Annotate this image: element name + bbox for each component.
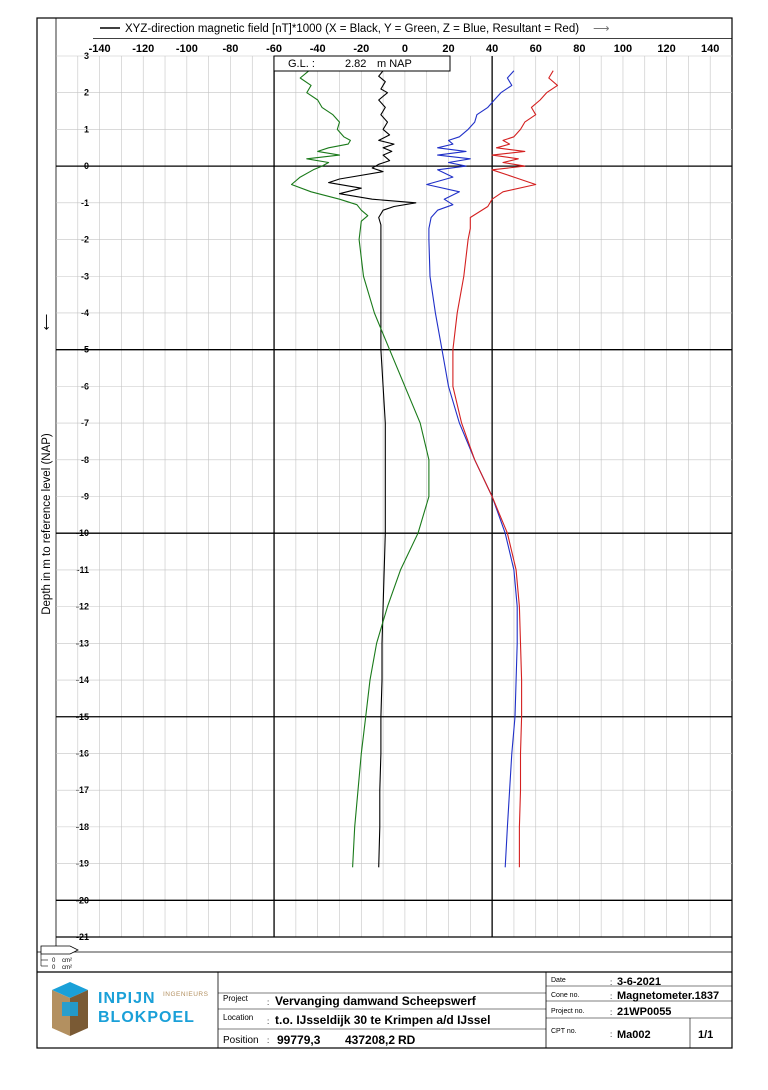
friction-value-1: 0 [52,958,56,964]
series-line-resultant [452,70,559,868]
x-tick-labels: -140 -120 -100 -80 -60 -40 -20 0 20 40 60 80 100 120 1… [89,43,720,55]
project-no-colon: : [610,1008,612,1017]
chart-series [290,70,559,868]
ground-level-label: G.L. : [288,58,315,70]
y-axis-label: Depth in m to reference level (NAP) [41,433,53,615]
friction-unit-1: cm² [62,958,72,964]
location-colon: : [267,1017,269,1026]
date-colon: : [610,978,612,987]
x-tick-label: -100 [176,43,198,55]
project-no-label: Project no. [551,1008,585,1015]
legend-arrow: ⟶ [593,23,610,35]
project-no-value: 21WP0055 [617,1006,671,1018]
chart-grid [56,55,732,938]
position-system: RD [398,1033,416,1047]
x-tick-label: -40 [310,43,326,55]
series-line-x [328,70,417,868]
cone-value: Magnetometer.1837 [617,990,719,1002]
x-tick-label: 40 [486,43,498,55]
x-tick-label: 60 [530,43,542,55]
x-tick-label: -60 [266,43,282,55]
date-value: 3-6-2021 [617,976,661,988]
x-tick-label: 0 [402,43,408,55]
x-tick-label: -140 [89,43,111,55]
cone-icon [40,945,79,955]
cpt-value: Ma002 [617,1029,651,1041]
logo-text-2: BLOKPOEL [98,1009,195,1026]
y-axis-arrow: ⟵ [41,314,53,331]
series-line-z [426,70,518,868]
ground-level-value: 2.82 [345,58,366,70]
position-x: 99779,3 [277,1033,321,1047]
x-tick-label: 80 [573,43,585,55]
x-tick-label: 140 [701,43,719,55]
cone-colon: : [610,992,612,1001]
position-label: Position [223,1035,259,1046]
date-label: Date [551,977,566,984]
company-logo: INPIJN INGENIEURS BLOKPOEL [52,982,209,1036]
ground-level-box [273,55,451,72]
ground-level-unit: m NAP [377,58,412,70]
cone-label: Cone no. [551,992,579,999]
logo-superscript: INGENIEURS [163,991,209,998]
project-label: Project [223,994,249,1003]
position-y: 437208,2 [345,1033,395,1047]
project-value: Vervanging damwand Scheepswerf [275,994,477,1008]
cpt-label: CPT no. [551,1028,577,1035]
x-tick-label: 100 [614,43,632,55]
x-tick-label: 20 [442,43,454,55]
sheet-number: 1/1 [698,1029,713,1041]
cpt-colon: : [610,1030,612,1039]
logo-text-1: INPIJN [98,990,156,1007]
x-tick-label: -120 [132,43,154,55]
project-colon: : [267,998,269,1007]
chart-legend: XYZ-direction magnetic field [nT]*1000 (… [125,23,579,35]
friction-value-2: 0 [52,965,56,971]
series-line-y [290,70,430,868]
x-tick-label: -20 [353,43,369,55]
x-tick-label: 120 [657,43,675,55]
position-colon: : [267,1036,269,1045]
location-label: Location [223,1013,253,1022]
friction-unit-2: cm² [62,965,72,971]
location-value: t.o. IJsseldijk 30 te Krimpen a/d IJssel [275,1013,490,1027]
x-tick-label: -80 [222,43,238,55]
